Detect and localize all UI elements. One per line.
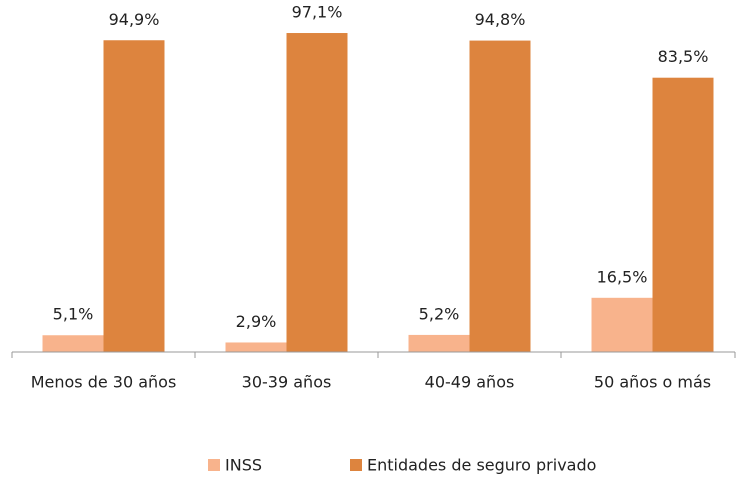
bar xyxy=(103,40,165,352)
data-label: 5,1% xyxy=(53,305,94,324)
data-label: 16,5% xyxy=(597,267,648,286)
bar xyxy=(286,33,348,353)
x-tick-label: Menos de 30 años xyxy=(31,373,177,392)
data-label: 2,9% xyxy=(236,312,277,331)
data-label: 97,1% xyxy=(292,3,343,22)
data-label: 94,8% xyxy=(475,10,526,29)
bar xyxy=(42,335,104,352)
bar xyxy=(652,77,714,352)
legend-swatch xyxy=(350,459,362,471)
data-label: 94,9% xyxy=(109,10,160,29)
data-label: 5,2% xyxy=(419,304,460,323)
legend-label: Entidades de seguro privado xyxy=(367,456,596,475)
data-label: 83,5% xyxy=(658,47,709,66)
bar xyxy=(408,334,470,352)
x-tick-label: 40-49 años xyxy=(425,373,515,392)
legend-label: INSS xyxy=(225,456,262,475)
bar xyxy=(225,342,287,352)
x-tick-label: 30-39 años xyxy=(242,373,332,392)
legend-swatch xyxy=(208,459,220,471)
bar xyxy=(469,40,531,352)
x-tick-label: 50 años o más xyxy=(594,373,711,392)
bar xyxy=(591,297,653,352)
